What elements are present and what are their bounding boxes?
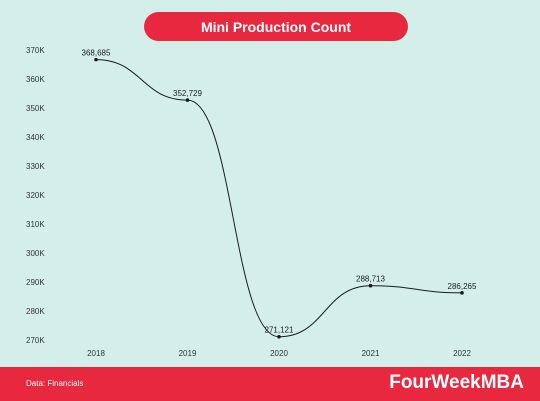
data-point: [460, 291, 464, 295]
y-tick-label: 330K: [26, 162, 45, 171]
x-axis: 2018 2019 2020 2021 2022: [87, 349, 471, 358]
x-tick-label: 2021: [362, 349, 380, 358]
data-label: 286,265: [448, 282, 477, 291]
x-tick-label: 2019: [179, 349, 197, 358]
data-label: 368,685: [82, 49, 111, 58]
data-labels: 368,685 352,729 271,121 288,713 286,265: [82, 49, 477, 335]
x-tick-label: 2018: [87, 349, 105, 358]
data-label: 352,729: [173, 89, 202, 98]
data-point: [94, 57, 98, 62]
x-tick-label: 2022: [453, 349, 471, 358]
data-label: 271,121: [265, 326, 294, 335]
y-tick-label: 270K: [26, 336, 45, 345]
data-points: [94, 57, 464, 339]
y-tick-label: 290K: [26, 278, 45, 287]
chart-title: Mini Production Count: [144, 12, 408, 41]
data-point: [277, 334, 281, 339]
data-point: [368, 283, 373, 288]
brand-logo: FourWeekMBA: [389, 372, 524, 393]
y-tick-label: 360K: [26, 75, 45, 84]
y-tick-label: 280K: [26, 307, 45, 316]
data-point: [185, 98, 190, 102]
y-tick-label: 340K: [26, 133, 45, 142]
y-tick-label: 370K: [26, 46, 45, 55]
y-tick-label: 310K: [26, 220, 45, 229]
data-label: 288,713: [356, 275, 385, 284]
x-tick-label: 2020: [270, 349, 288, 358]
source-note: Data: Financials: [26, 379, 84, 388]
y-tick-label: 350K: [26, 104, 45, 113]
line-chart: 270K 280K 290K 300K 310K 320K 330K 340K 350K 360K…: [26, 46, 477, 358]
series-line: [95, 59, 463, 338]
y-tick-label: 320K: [26, 191, 45, 200]
footer-bar: Data: Financials FourWeekMBA: [0, 367, 540, 401]
y-axis: 270K 280K 290K 300K 310K 320K 330K 340K 350K 360K…: [26, 46, 45, 345]
y-tick-label: 300K: [26, 249, 45, 258]
